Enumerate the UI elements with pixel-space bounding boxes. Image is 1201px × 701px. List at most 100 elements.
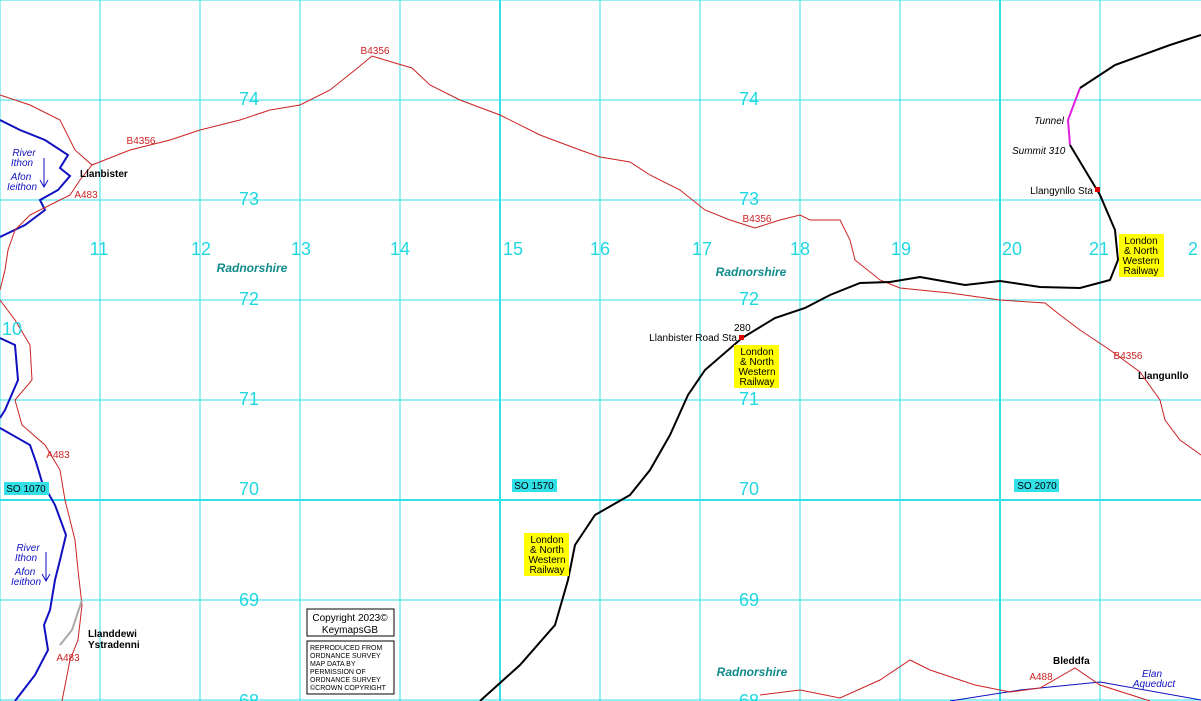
railway	[479, 144, 1120, 701]
aqueduct	[949, 681, 1201, 701]
railway-label: London & North Western Railway	[524, 533, 569, 576]
railway-label-line: Railway	[1123, 266, 1158, 277]
grid-ref: SO 1570	[514, 481, 554, 492]
county-label: Radnorshire	[716, 265, 787, 279]
easting: 13	[291, 239, 311, 259]
station-marker	[1095, 187, 1100, 192]
grid-ref-box	[1014, 479, 1059, 492]
river-label: Afon	[14, 567, 36, 578]
easting: 20	[1002, 239, 1022, 259]
rivers	[0, 119, 72, 701]
northing: 71	[239, 389, 259, 409]
minor-road	[59, 599, 83, 646]
notice-line: PERMISSION OF	[310, 669, 366, 676]
road-label: B4356	[361, 46, 390, 57]
northing: 72	[739, 289, 759, 309]
railway-label-line: & North	[740, 357, 774, 368]
easting: 11	[90, 239, 109, 259]
notice-line: MAP DATA BY	[310, 661, 356, 668]
station-label: Llangynllo Sta	[1030, 186, 1093, 197]
notice-line: ©CROWN COPYRIGHT	[310, 684, 387, 692]
railway-label: London & North Western Railway	[734, 345, 779, 388]
easting: 15	[503, 239, 523, 259]
aqueduct-label: Elan	[1142, 669, 1162, 680]
railway-label-line: London	[530, 535, 563, 546]
easting: 16	[590, 239, 610, 259]
northing: 74	[239, 89, 259, 109]
flow-arrow	[41, 552, 51, 583]
grid-ref: SO 2070	[1017, 481, 1057, 492]
northing: 71	[739, 389, 759, 409]
road-label: B4356	[743, 214, 772, 225]
railway-label-line: & North	[530, 545, 564, 556]
station-marker	[739, 335, 744, 340]
height-label: Summit 310	[1012, 146, 1066, 157]
northing: 68	[239, 691, 259, 701]
place-label: Llangunllo	[1138, 371, 1189, 382]
railway-label-line: Western	[738, 367, 775, 378]
railway-label-line: & North	[1124, 246, 1158, 257]
height-label: 280	[734, 323, 751, 334]
northing: 68	[739, 691, 759, 701]
tunnel-line	[1066, 87, 1081, 146]
northing: 69	[739, 590, 759, 610]
road-label: B4356	[1114, 351, 1143, 362]
grid-ref: SO 1070	[6, 484, 46, 495]
easting: 17	[692, 239, 712, 259]
easting: 19	[891, 239, 911, 259]
station-label: Llanbister Road Sta	[649, 333, 737, 344]
county-label: Radnorshire	[217, 261, 288, 275]
aqueduct-label: Aqueduct	[1132, 679, 1176, 690]
northing: 70	[739, 479, 759, 499]
easting: 12	[191, 239, 211, 259]
easting: 18	[790, 239, 810, 259]
road-label: A483	[46, 450, 70, 461]
road-label: A483	[56, 653, 80, 664]
copyright-box	[306, 608, 395, 637]
northing: 73	[239, 189, 259, 209]
county-label: Radnorshire	[717, 665, 788, 679]
railway-label: London & North Western Railway	[1119, 234, 1164, 277]
easting: 2	[1188, 239, 1198, 259]
flow-arrow	[39, 158, 49, 189]
notice-line: ORDNANCE SURVEY	[310, 653, 381, 660]
copyright-line: KeymapsGB	[322, 625, 378, 636]
grid-ref-box	[4, 482, 49, 495]
railway-label-line: Western	[528, 555, 565, 566]
railway-label-line: Railway	[529, 565, 564, 576]
place-label: Llanddewi	[88, 629, 137, 640]
place-label: Ystradenni	[88, 640, 140, 651]
northing: 69	[239, 590, 259, 610]
river-label: River	[16, 543, 40, 554]
notice-line: REPRODUCED FROM	[310, 645, 383, 652]
railway-label-line: London	[1124, 236, 1157, 247]
tunnel-label: Tunnel	[1034, 116, 1065, 127]
river-label: Ithon	[15, 553, 38, 564]
easting: 10	[2, 319, 22, 339]
river-label: Ieithon	[7, 182, 37, 193]
road-label: A488	[1029, 672, 1053, 683]
easting: 21	[1089, 239, 1109, 259]
place-label: Bleddfa	[1053, 656, 1090, 667]
place-label: Llanbister	[80, 169, 128, 180]
road-label: A483	[74, 190, 98, 201]
river-label: Afon	[10, 172, 32, 183]
northing: 72	[239, 289, 259, 309]
notice-line: ORDNANCE SURVEY	[310, 677, 381, 684]
river-label: River	[12, 148, 36, 159]
railway-label-line: Western	[1122, 256, 1159, 267]
railway-label-line: London	[740, 347, 773, 358]
northing: 73	[739, 189, 759, 209]
railway-label-line: Railway	[739, 377, 774, 388]
river-label: Ieithon	[11, 577, 41, 588]
grid-ref-box	[512, 479, 557, 492]
road-label: B4356	[127, 136, 156, 147]
easting: 14	[390, 239, 410, 259]
northing: 74	[739, 89, 759, 109]
notice-box	[306, 640, 395, 695]
northing: 70	[239, 479, 259, 499]
river-label: Ithon	[11, 158, 34, 169]
railway	[1079, 34, 1201, 89]
